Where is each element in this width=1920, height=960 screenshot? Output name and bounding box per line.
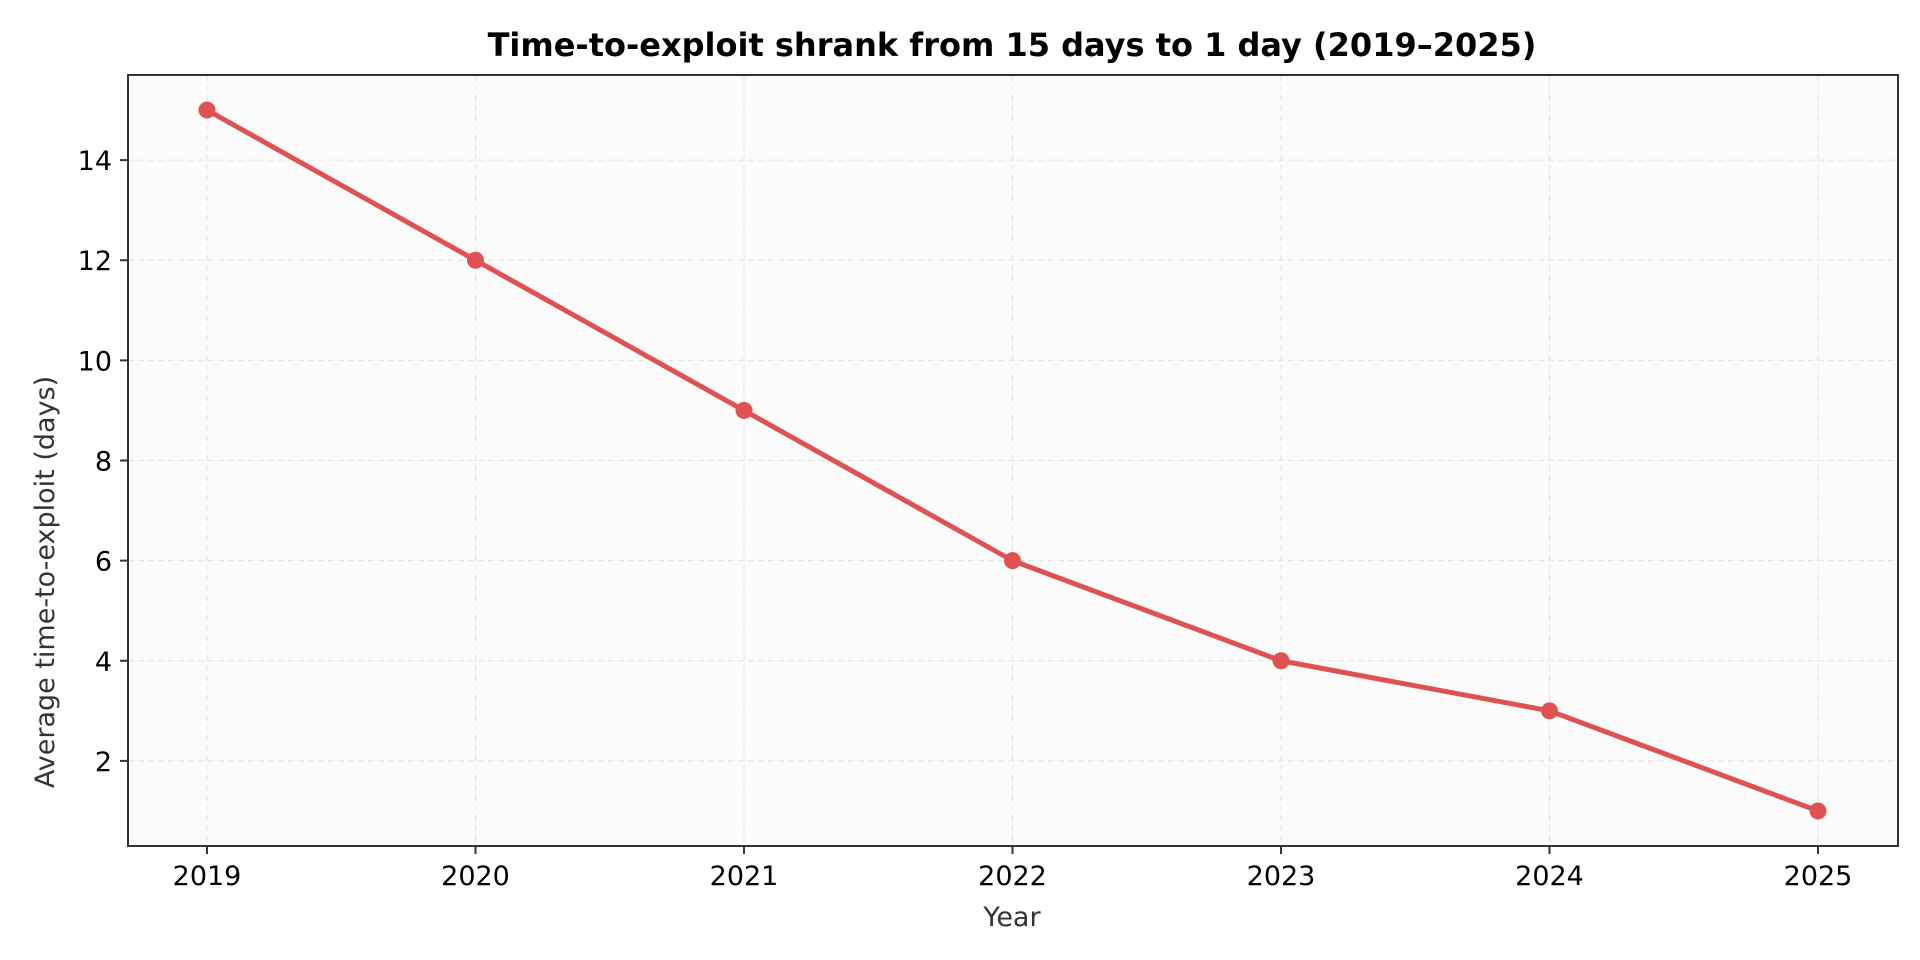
y-tick-label: 12 xyxy=(78,246,112,277)
y-tick-label: 4 xyxy=(95,647,112,678)
plot-area: 2019 2020 2021 2022 2023 2024 2025 2 4 6 8 10 12 14 xyxy=(78,74,1899,892)
x-tick-label: 2024 xyxy=(1515,861,1584,892)
y-tick-label: 8 xyxy=(95,447,112,478)
x-tick-label: 2019 xyxy=(173,861,242,892)
data-point xyxy=(1004,552,1021,570)
data-point xyxy=(1541,702,1558,720)
data-point xyxy=(198,101,216,119)
data-point xyxy=(735,401,753,419)
x-tick-label: 2023 xyxy=(1247,861,1316,892)
chart-title: Time-to-exploit shrank from 15 days to 1… xyxy=(488,26,1537,64)
x-axis-label: Year xyxy=(982,902,1041,933)
x-tick-label: 2020 xyxy=(441,861,510,892)
y-tick-label: 2 xyxy=(95,747,112,778)
y-tick-label: 6 xyxy=(95,547,112,578)
y-axis-label: Average time-to-exploit (days) xyxy=(30,376,61,788)
y-tick-label: 14 xyxy=(78,146,112,177)
y-tick-label: 10 xyxy=(78,346,112,377)
data-point xyxy=(1809,802,1827,820)
grid xyxy=(128,75,1898,846)
data-point xyxy=(1272,652,1290,670)
x-tick-label: 2025 xyxy=(1784,861,1853,892)
x-tick-label: 2021 xyxy=(710,861,779,892)
x-tick-label: 2022 xyxy=(978,861,1047,892)
data-point xyxy=(467,251,484,269)
